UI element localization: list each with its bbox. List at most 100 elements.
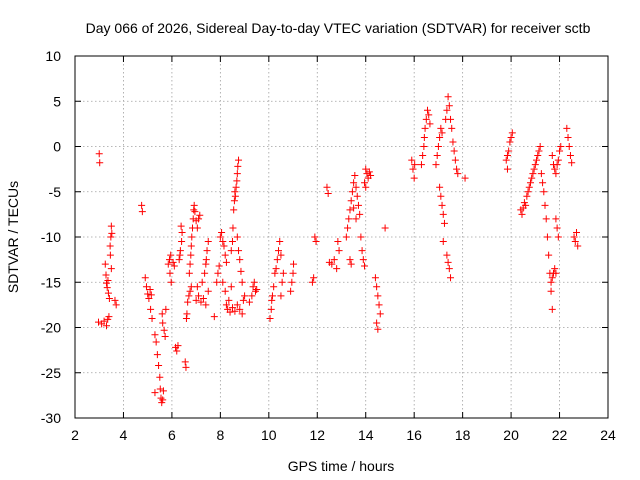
- data-point: [541, 201, 549, 209]
- data-point: [169, 258, 177, 266]
- data-point: [199, 295, 207, 303]
- data-point: [147, 305, 155, 313]
- data-point: [375, 301, 383, 309]
- data-point: [95, 318, 102, 326]
- data-point: [448, 124, 456, 132]
- data-point: [553, 161, 561, 169]
- data-point: [444, 93, 452, 101]
- data-point: [502, 156, 510, 164]
- data-point: [381, 224, 389, 232]
- data-point: [186, 260, 194, 268]
- data-point: [425, 111, 433, 119]
- data-point: [186, 287, 194, 295]
- data-point: [548, 305, 556, 313]
- data-point: [233, 301, 241, 309]
- data-point: [181, 358, 189, 366]
- data-point: [439, 210, 447, 218]
- data-point: [334, 238, 342, 246]
- data-point: [159, 319, 167, 327]
- data-point: [221, 251, 229, 259]
- x-tick-labels: 2 4 6 8 10 12 14 16 18 20 22 24: [71, 427, 616, 443]
- data-point: [193, 224, 201, 232]
- data-point: [411, 161, 419, 169]
- data-point: [505, 147, 513, 155]
- data-point: [351, 171, 359, 179]
- data-point: [347, 260, 355, 268]
- data-point: [548, 274, 556, 282]
- data-point: [159, 387, 167, 395]
- data-point: [174, 342, 182, 350]
- data-point: [249, 283, 257, 291]
- data-point: [141, 274, 149, 282]
- data-point: [573, 228, 581, 236]
- data-point: [346, 256, 354, 264]
- y-tick-labels: -30 -25 -20 -15 -10 -5 0 5 10: [41, 48, 61, 426]
- data-point: [450, 147, 458, 155]
- data-point: [373, 319, 381, 327]
- data-point: [437, 192, 445, 200]
- data-point: [158, 310, 166, 318]
- data-point: [228, 238, 236, 246]
- data-point: [190, 201, 198, 209]
- data-point: [328, 260, 336, 268]
- data-point: [166, 269, 174, 277]
- data-point: [278, 278, 286, 286]
- data-point: [571, 238, 579, 246]
- data-point: [138, 208, 146, 216]
- data-point: [107, 233, 115, 241]
- data-point: [151, 389, 159, 397]
- data-point: [219, 238, 227, 246]
- data-point: [287, 287, 295, 295]
- data-point: [353, 192, 361, 200]
- data-point: [227, 283, 235, 291]
- x-tick-label: 20: [503, 427, 519, 443]
- data-point: [374, 325, 382, 333]
- data-point: [534, 152, 542, 160]
- data-point: [177, 222, 185, 230]
- data-point: [234, 162, 242, 170]
- x-tick-label: 14: [358, 427, 374, 443]
- data-point: [197, 298, 205, 306]
- data-point: [101, 260, 109, 268]
- data-point: [201, 269, 209, 277]
- data-point: [277, 251, 285, 259]
- x-tick-label: 2: [71, 427, 79, 443]
- data-point: [156, 373, 164, 381]
- x-tick-label: 18: [455, 427, 471, 443]
- data-point: [347, 197, 355, 205]
- data-point: [105, 295, 113, 303]
- data-point: [335, 247, 343, 255]
- data-point: [433, 152, 441, 160]
- data-point: [376, 310, 384, 318]
- data-point: [268, 296, 276, 304]
- data-point: [410, 174, 418, 182]
- data-point: [279, 269, 287, 277]
- data-point: [445, 265, 453, 273]
- data-point: [216, 233, 224, 241]
- data-point: [535, 147, 543, 155]
- data-point: [548, 152, 556, 160]
- data-point: [100, 317, 108, 325]
- x-tick-label: 6: [168, 427, 176, 443]
- data-point: [276, 238, 284, 246]
- data-point: [215, 262, 223, 270]
- data-point: [237, 267, 245, 275]
- data-point: [238, 278, 246, 286]
- data-point: [422, 115, 430, 123]
- data-point: [539, 179, 547, 187]
- data-point: [231, 307, 239, 315]
- data-points: [95, 93, 582, 407]
- data-point: [523, 192, 531, 200]
- data-point: [153, 351, 161, 359]
- data-point: [191, 208, 199, 216]
- data-point: [184, 298, 192, 306]
- data-point: [219, 278, 227, 286]
- data-point: [235, 156, 243, 164]
- x-tick-label: 4: [120, 427, 128, 443]
- data-point: [522, 201, 530, 209]
- data-point: [178, 228, 186, 236]
- data-point: [426, 120, 434, 128]
- data-point: [551, 165, 559, 173]
- data-point: [440, 219, 448, 227]
